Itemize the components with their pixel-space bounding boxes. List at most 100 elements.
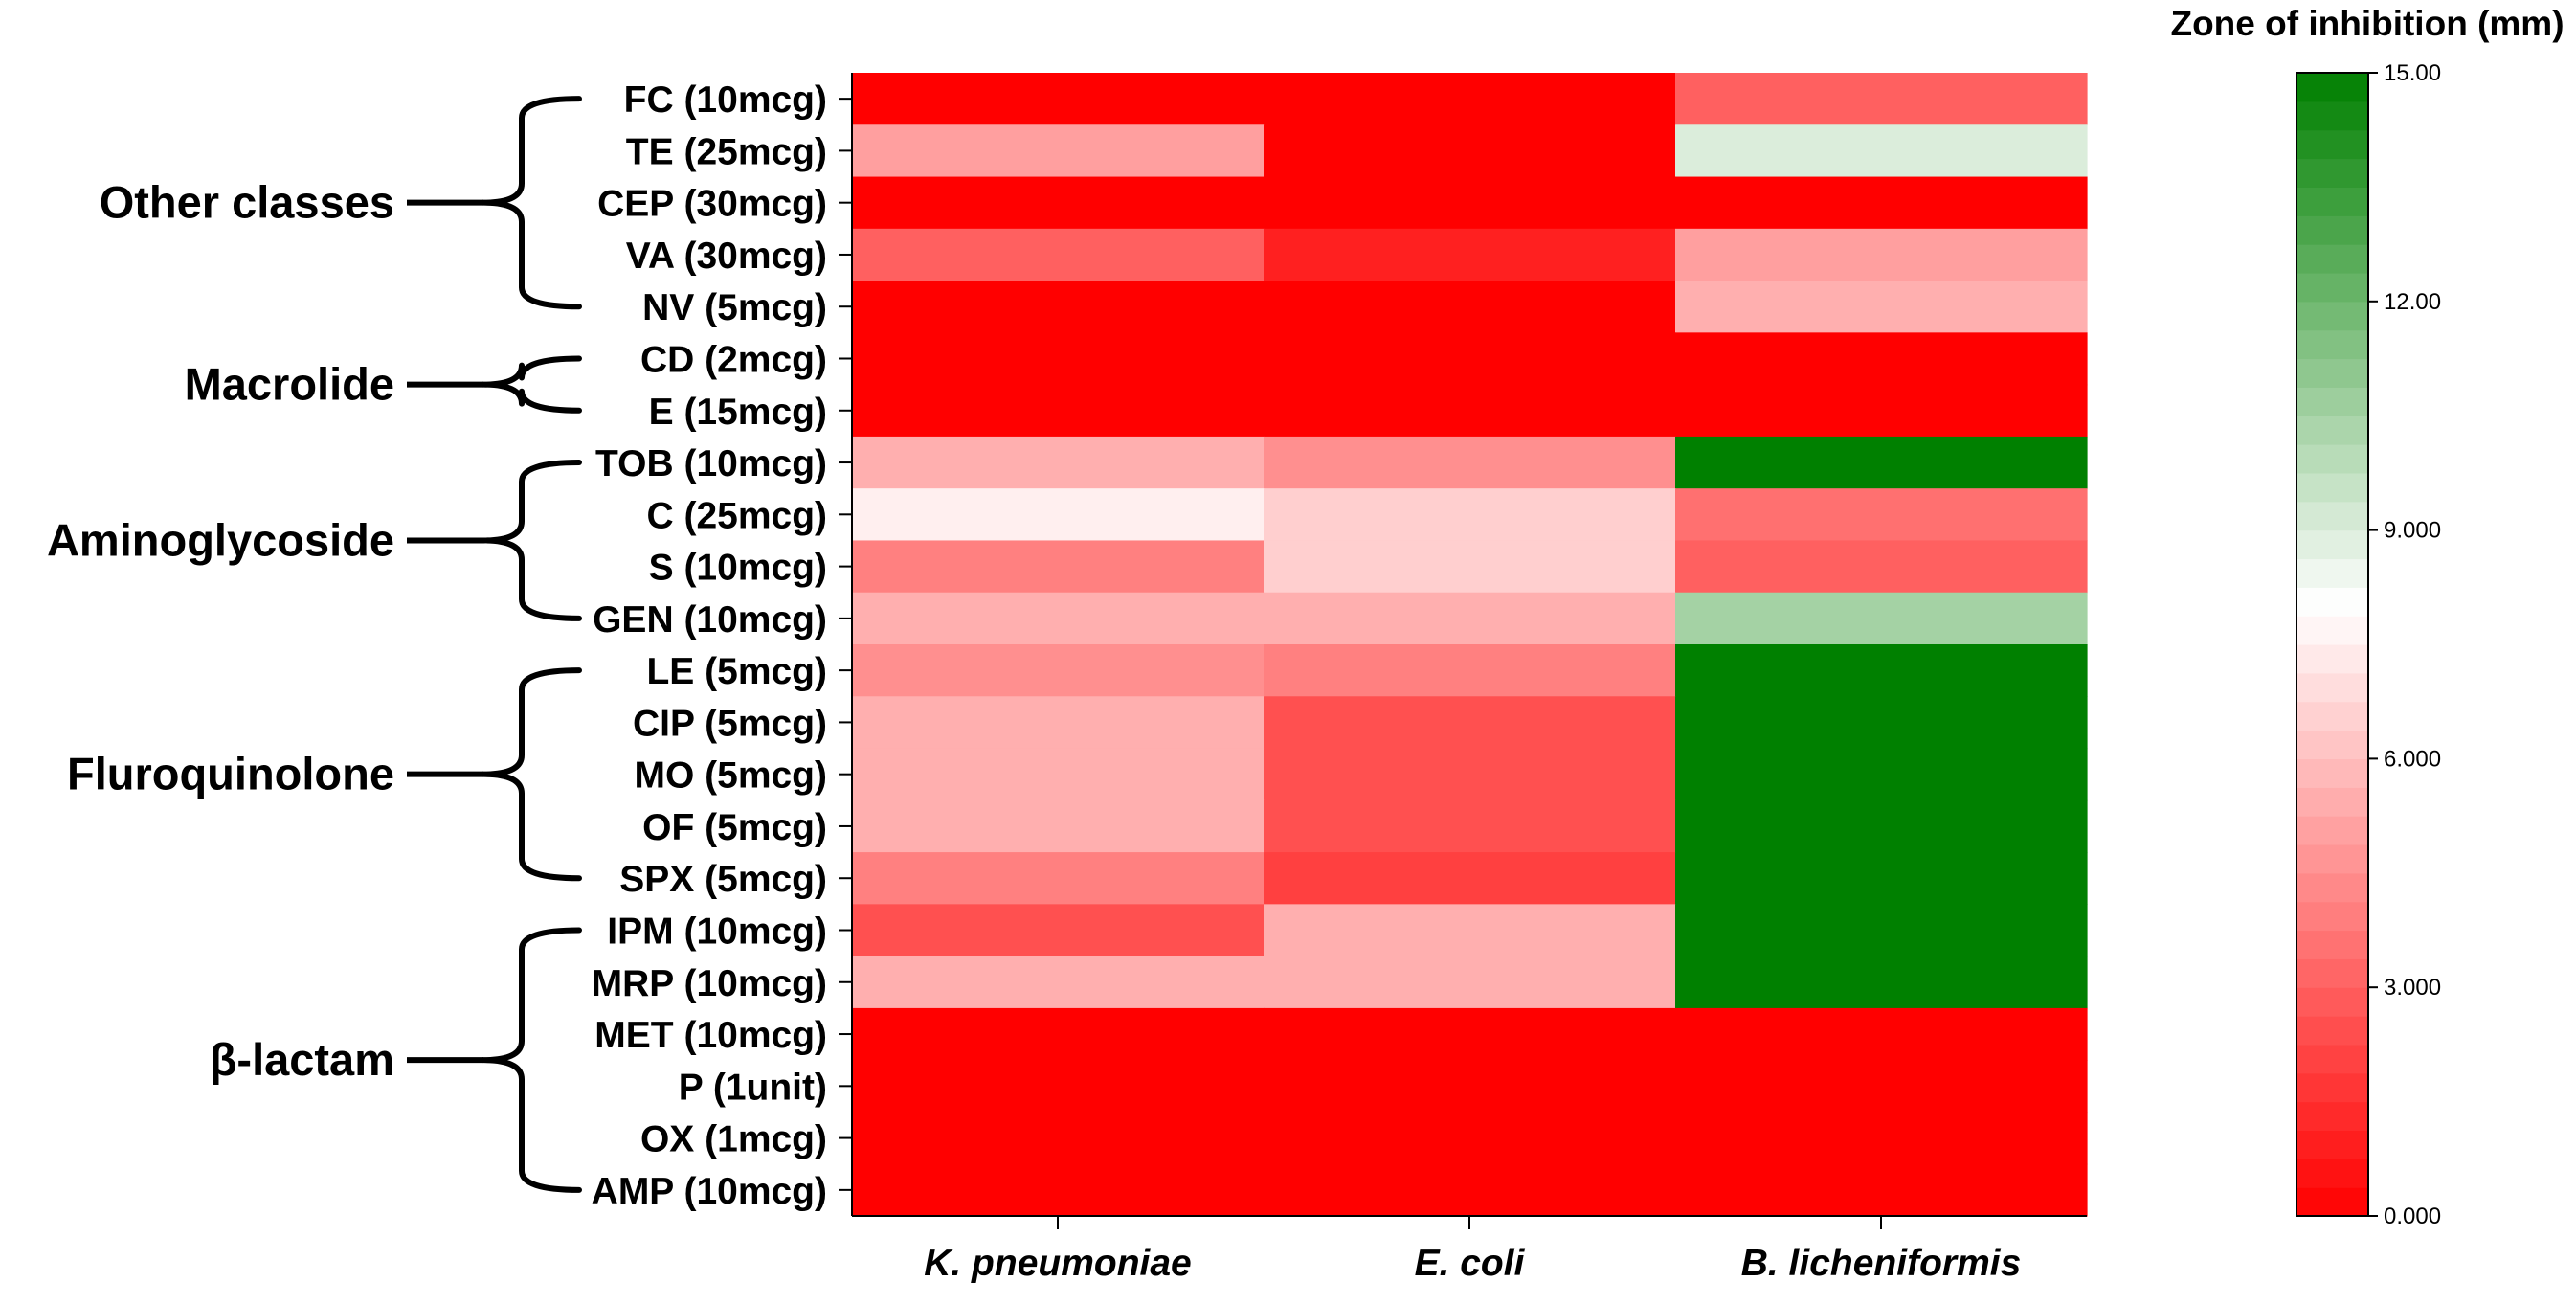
row-label: P (1unit) bbox=[679, 1067, 827, 1108]
colorbar-swatch bbox=[2296, 358, 2368, 388]
heatmap-cell bbox=[1675, 124, 2088, 178]
colorbar-swatch bbox=[2296, 215, 2368, 245]
colorbar-tick-label: 6.000 bbox=[2384, 746, 2441, 772]
colorbar-swatch bbox=[2296, 387, 2368, 416]
heatmap-cell bbox=[852, 228, 1265, 281]
row-label: MRP (10mcg) bbox=[592, 963, 827, 1004]
colorbar-swatch bbox=[2296, 758, 2368, 788]
row-label: NV (5mcg) bbox=[642, 287, 827, 328]
heatmap-cell bbox=[852, 1060, 1265, 1114]
row-label: TE (25mcg) bbox=[626, 131, 827, 172]
colorbar-swatches bbox=[2296, 72, 2369, 1217]
heatmap-cell bbox=[1675, 748, 2088, 801]
colorbar-swatch bbox=[2296, 529, 2368, 560]
colorbar-tick-label: 12.00 bbox=[2384, 289, 2441, 315]
heatmap-cell bbox=[1264, 696, 1676, 750]
heatmap-cell bbox=[852, 540, 1265, 594]
colorbar-swatch bbox=[2296, 187, 2368, 216]
colorbar-border bbox=[2296, 72, 2369, 1217]
heatmap-cell bbox=[852, 488, 1265, 542]
group-brace bbox=[481, 667, 582, 882]
colorbar-swatch bbox=[2296, 1044, 2368, 1074]
heatmap-cell bbox=[1264, 281, 1676, 333]
heatmap-cell bbox=[852, 1007, 1265, 1061]
colorbar-legend: Zone of inhibition (mm) 0.000 3.000 6.000 9… bbox=[2170, 4, 2564, 1229]
heatmap-cell bbox=[852, 281, 1265, 333]
colorbar-swatch bbox=[2296, 730, 2368, 759]
heatmap-cell bbox=[852, 748, 1265, 801]
heatmap-cell bbox=[1675, 436, 2088, 489]
row-label: E (15mcg) bbox=[649, 392, 827, 433]
colorbar-swatch bbox=[2296, 844, 2368, 874]
colorbar-swatch bbox=[2296, 272, 2368, 303]
heatmap-cell bbox=[852, 332, 1265, 386]
colorbar-tick-label: 0.000 bbox=[2384, 1204, 2441, 1229]
colorbar-swatch bbox=[2296, 472, 2368, 503]
colorbar-swatch bbox=[2296, 672, 2368, 703]
heatmap-cell bbox=[1675, 852, 2088, 905]
colorbar-swatch bbox=[2296, 644, 2368, 674]
colorbar-swatch bbox=[2296, 872, 2368, 903]
heatmap-cell bbox=[852, 73, 1265, 125]
heatmap-cell bbox=[1264, 592, 1676, 645]
column-label: E. coli bbox=[1415, 1243, 1526, 1284]
heatmap-cell bbox=[852, 799, 1265, 853]
heatmap-cell bbox=[1675, 799, 2088, 853]
group-label: β-lactam bbox=[210, 1034, 394, 1085]
group-label: Aminoglycoside bbox=[47, 514, 394, 565]
heatmap-cell bbox=[1675, 956, 2088, 1009]
colorbar-swatch bbox=[2296, 129, 2368, 160]
column-label: K. pneumoniae bbox=[924, 1243, 1192, 1284]
group-brace bbox=[481, 460, 582, 621]
colorbar-tick-label: 3.000 bbox=[2384, 975, 2441, 1001]
heatmap-cell bbox=[852, 436, 1265, 489]
row-label: C (25mcg) bbox=[646, 495, 827, 536]
heatmap-cell bbox=[1675, 488, 2088, 542]
row-label: IPM (10mcg) bbox=[607, 911, 827, 953]
colorbar-title: Zone of inhibition (mm) bbox=[2170, 4, 2564, 43]
colorbar-ticks: 0.000 3.000 6.000 9.000 12.00 15.00 bbox=[2368, 60, 2441, 1229]
heatmap-cells bbox=[852, 73, 2088, 1217]
row-label: GEN (10mcg) bbox=[593, 599, 827, 641]
heatmap-cell bbox=[852, 1112, 1265, 1165]
row-label: FC (10mcg) bbox=[624, 79, 827, 121]
colorbar-swatch bbox=[2296, 158, 2368, 188]
heatmap-cell bbox=[852, 592, 1265, 645]
colorbar-swatch bbox=[2296, 958, 2368, 988]
group-brace bbox=[481, 96, 582, 310]
colorbar-tick-label: 15.00 bbox=[2384, 60, 2441, 86]
heatmap-cell bbox=[852, 124, 1265, 178]
colorbar-swatch bbox=[2296, 587, 2368, 617]
group-brace bbox=[481, 927, 582, 1193]
heatmap-cell bbox=[1675, 384, 2088, 438]
heatmap-cell bbox=[852, 384, 1265, 438]
colorbar-swatch bbox=[2296, 244, 2368, 274]
colorbar-swatch bbox=[2296, 558, 2368, 588]
row-label: MET (10mcg) bbox=[594, 1015, 827, 1056]
row-label: OX (1mcg) bbox=[640, 1119, 827, 1160]
colorbar-swatch bbox=[2296, 901, 2368, 932]
heatmap-cell bbox=[1675, 1112, 2088, 1165]
row-label: AMP (10mcg) bbox=[592, 1171, 827, 1212]
heatmap-cell bbox=[1675, 540, 2088, 594]
group-label: Other classes bbox=[100, 177, 394, 228]
row-label: LE (5mcg) bbox=[646, 651, 827, 692]
heatmap-cell bbox=[852, 904, 1265, 957]
heatmap-cell bbox=[1675, 332, 2088, 386]
row-labels: FC (10mcg) TE (25mcg) CEP (30mcg) VA (30mcg… bbox=[592, 79, 852, 1212]
colorbar-tick-label: 9.000 bbox=[2384, 518, 2441, 544]
heatmap-cell bbox=[852, 1163, 1265, 1217]
heatmap-cell bbox=[1264, 73, 1676, 125]
heatmap-cell bbox=[1264, 436, 1676, 489]
row-label: VA (30mcg) bbox=[626, 236, 827, 277]
colorbar-swatch bbox=[2296, 1101, 2368, 1132]
row-label: CIP (5mcg) bbox=[633, 703, 827, 744]
group-label: Macrolide bbox=[185, 359, 394, 410]
colorbar-swatch bbox=[2296, 1130, 2368, 1159]
heatmap-cell bbox=[1264, 332, 1676, 386]
colorbar-swatch bbox=[2296, 301, 2368, 331]
column-label: B. licheniformis bbox=[1741, 1243, 2022, 1284]
heatmap-cell bbox=[1264, 540, 1676, 594]
group-brace bbox=[481, 355, 582, 414]
